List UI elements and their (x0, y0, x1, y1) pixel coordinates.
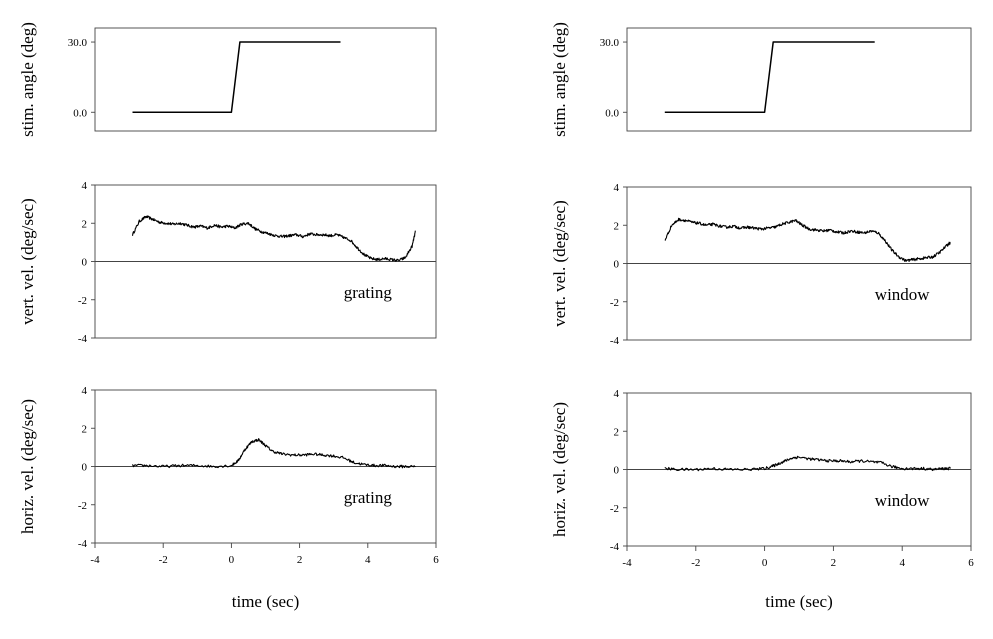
data-trace-1 (664, 41, 875, 114)
x-axis-title: time (sec) (765, 592, 833, 611)
y-tick-label: -2 (610, 503, 619, 515)
y-tick-label: -4 (78, 333, 88, 345)
y-tick-label: 2 (614, 220, 620, 232)
x-tick-label: -4 (90, 554, 100, 566)
data-trace-1 (131, 438, 416, 469)
y-axis-title: stim. angle (deg) (550, 22, 569, 137)
plot-frame (94, 27, 437, 132)
y-tick-label: 4 (82, 180, 88, 192)
y-tick-label: 2 (82, 423, 88, 435)
data-trace-1 (132, 41, 341, 114)
y-tick-label: 0 (614, 259, 620, 271)
x-tick-label: 4 (365, 554, 371, 566)
x-tick-label: 4 (899, 557, 905, 569)
y-tick-label: -2 (78, 500, 87, 512)
condition-annotation: grating (344, 283, 393, 302)
x-tick-label: -2 (691, 557, 700, 569)
y-tick-label: 2 (614, 426, 620, 438)
y-tick-label: -2 (78, 295, 87, 307)
y-tick-label: 0 (82, 257, 88, 269)
y-axis-title: vert. vel. (deg/sec) (550, 200, 569, 327)
panel-5: -4 -2 0 2 4 vert. vel. (deg/sec) window (550, 182, 972, 347)
x-tick-label: 0 (229, 554, 235, 566)
panel-2: -4 -2 0 2 4 vert. vel. (deg/sec) grating (18, 180, 437, 345)
y-axis-title: horiz. vel. (deg/sec) (18, 399, 37, 534)
y-tick-label: 0 (614, 465, 620, 477)
y-tick-label: 30.0 (68, 37, 88, 49)
y-tick-label: -2 (610, 297, 619, 309)
y-tick-label: 30.0 (600, 37, 620, 49)
condition-annotation: window (875, 285, 931, 304)
y-tick-label: 2 (82, 218, 88, 230)
condition-annotation: window (875, 491, 931, 510)
panel-4: 0.0 30.0 stim. angle (deg) (550, 22, 972, 137)
y-tick-label: 4 (614, 388, 620, 400)
x-tick-label: 6 (433, 554, 439, 566)
y-tick-label: 0 (82, 462, 88, 474)
y-tick-label: 0.0 (73, 107, 87, 119)
y-axis-title: vert. vel. (deg/sec) (18, 198, 37, 325)
plot-frame (626, 27, 972, 132)
x-tick-label: 2 (831, 557, 837, 569)
panel-1: 0.0 30.0 stim. angle (deg) (18, 22, 437, 137)
y-tick-label: -4 (78, 538, 88, 550)
y-tick-label: 4 (82, 385, 88, 397)
y-axis-title: stim. angle (deg) (18, 22, 37, 137)
data-trace-1 (664, 455, 951, 472)
condition-annotation: grating (344, 488, 393, 507)
y-tick-label: -4 (610, 541, 620, 553)
x-tick-label: 6 (968, 557, 974, 569)
x-tick-label: -4 (622, 557, 632, 569)
x-tick-label: 0 (762, 557, 768, 569)
y-tick-label: 4 (614, 182, 620, 194)
data-trace-1 (664, 217, 951, 263)
panel-3: -4 -2 0 2 4 -4 -2 0 2 4 6 time (sec) horiz. vel. (de… (18, 385, 439, 611)
y-axis-title: horiz. vel. (deg/sec) (550, 402, 569, 537)
x-tick-label: 2 (297, 554, 303, 566)
data-trace-1 (131, 215, 416, 262)
x-tick-label: -2 (159, 554, 168, 566)
panel-6: -4 -2 0 2 4 -4 -2 0 2 4 6 time (sec) horiz. vel. (de… (550, 388, 974, 611)
y-tick-label: 0.0 (605, 107, 619, 119)
x-axis-title: time (sec) (232, 592, 300, 611)
y-tick-label: -4 (610, 335, 620, 347)
